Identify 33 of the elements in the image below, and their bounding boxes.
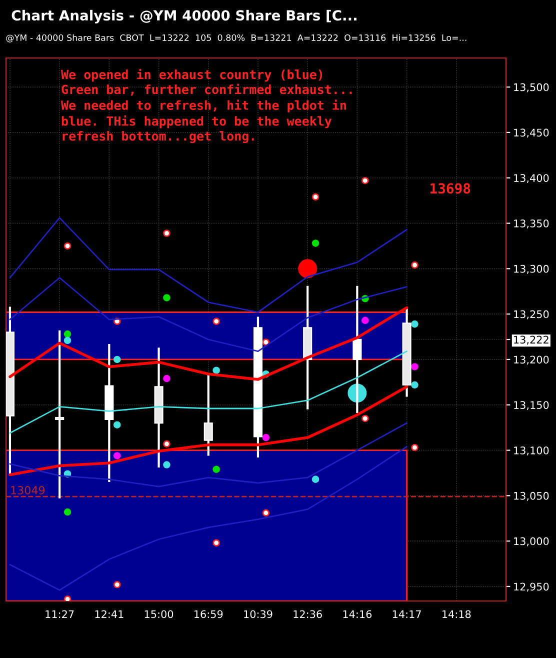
annotation: We opened in exhaust country (blue) Green bar, further confirmed exhaust... We needed to refresh, hit the pldot in blue. THis happened to be the weekly refresh bottom...get long. <box>61 68 352 144</box>
line-series <box>9 422 408 488</box>
y-tick-label: 12,950 <box>514 582 549 592</box>
x-tick-label: 12:36 <box>294 610 322 618</box>
x-tick-label: 16:59 <box>194 610 223 618</box>
y-tick-label: 13,000 <box>514 537 549 546</box>
y-tick-label: 13,200 <box>514 356 549 365</box>
chart-title: Chart Analysis - @YM 40000 Share Bars [C... <box>12 10 356 24</box>
y-tick-label: 13,500 <box>514 83 549 92</box>
y-tick-label: 13,350 <box>514 219 549 228</box>
x-tick-label: 14:18 <box>442 610 471 618</box>
ref-line-label: 13049 <box>11 486 45 494</box>
y-tick-label: 13,250 <box>514 310 549 320</box>
x-tick-label: 11:27 <box>46 610 74 618</box>
line-series <box>8 306 408 381</box>
y-tick-label: 13,300 <box>514 264 549 274</box>
x-tick-label: 12:41 <box>95 610 124 618</box>
y-tick-label: 13,400 <box>514 174 549 184</box>
line-series <box>9 217 408 313</box>
chart-subtitle: @YM - 40000 Share Bars CBOT L=13222 105 0.80% B=13221 A=13222 O=13116 Hi=13256 Lo=... <box>6 34 466 42</box>
line-series <box>9 277 408 352</box>
x-tick-label: 10:39 <box>244 610 272 618</box>
annotation: 13698 <box>430 183 470 194</box>
line-series <box>8 385 408 476</box>
x-tick-label: 14:17 <box>392 610 421 618</box>
y-tick-label: 13,100 <box>514 446 549 456</box>
x-tick-label: 14:16 <box>343 610 372 618</box>
line-series <box>9 350 408 434</box>
y-tick-label: 13,222 <box>514 336 548 345</box>
x-tick-label: 15:00 <box>144 610 174 618</box>
y-tick-label: 13,150 <box>514 401 549 410</box>
y-tick-label: 13,050 <box>514 492 549 501</box>
y-tick-label: 13,450 <box>514 128 549 138</box>
